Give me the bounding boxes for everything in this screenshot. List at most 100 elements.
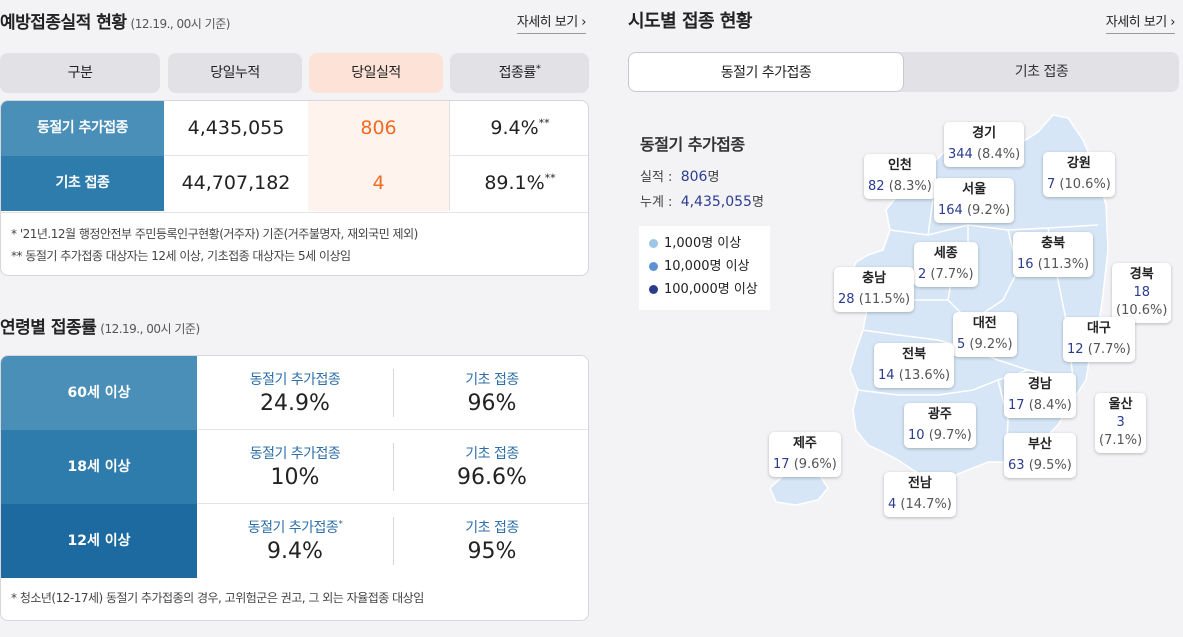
info-total: 누계 : 4,435,055명 (640, 191, 764, 210)
region-tabs: 동절기 추가접종 기초 접종 (628, 52, 1179, 92)
region-count: 7 (1047, 177, 1056, 192)
region-sejong[interactable]: 세종 2 (7.7%) (914, 242, 978, 287)
legend-dot-icon (649, 239, 658, 248)
age-note: * 청소년(12-17세) 동절기 추가접종의 경우, 고위험군은 권고, 그 … (11, 591, 424, 605)
region-gyeongbuk[interactable]: 경북 18 (10.6%) (1112, 263, 1172, 323)
region-count: 28 (838, 292, 855, 307)
region-value: 344 (8.4%) (948, 147, 1020, 162)
booster-title: 동절기 추가접종* (197, 517, 393, 537)
region-value: 10 (9.7%) (908, 428, 972, 443)
region-daejeon[interactable]: 대전 5 (9.2%) (953, 312, 1017, 357)
rate-text: 9.4% (490, 117, 539, 139)
region-gangwon[interactable]: 강원 7 (10.6%) (1043, 152, 1115, 197)
region-gyeonggi[interactable]: 경기 344 (8.4%) (944, 122, 1025, 167)
region-count: 14 (878, 368, 895, 383)
region-header: 시도별 접종 현황 자세히 보기 › (628, 0, 1179, 40)
col-divider (393, 443, 394, 491)
region-value: 28 (11.5%) (838, 292, 910, 307)
region-chungnam[interactable]: 충남 28 (11.5%) (834, 267, 915, 312)
region-pct: (9.2%) (969, 337, 1013, 352)
row-label: 기초 접종 (1, 156, 164, 211)
booster-value: 10% (270, 465, 320, 490)
region-name: 충남 (862, 271, 887, 286)
region-pct: (9.5%) (1028, 458, 1072, 473)
region-ulsan[interactable]: 울산 3 (7.1%) (1095, 393, 1147, 453)
region-chungbuk[interactable]: 충북 16 (11.3%) (1013, 232, 1094, 277)
cumulative-value: 4,435,055 (187, 117, 285, 139)
booster-sup: * (338, 519, 343, 530)
vaccination-more-link[interactable]: 자세히 보기 › (516, 11, 587, 34)
legend-label: 10,000명 이상 (664, 259, 750, 274)
region-jeonnam[interactable]: 전남 4 (14.7%) (884, 472, 956, 517)
cell-divider (449, 101, 450, 156)
cell-divider (449, 156, 450, 211)
region-pct: (9.6%) (793, 457, 837, 472)
booster-title-text: 동절기 추가접종 (247, 520, 339, 536)
region-pct: (13.6%) (898, 368, 951, 383)
basic-title: 기초 접종 (465, 372, 519, 388)
region-count: 82 (868, 179, 885, 194)
region-value: 7 (10.6%) (1047, 177, 1111, 192)
rate-value: 9.4%** (450, 101, 588, 156)
region-gwangju[interactable]: 광주 10 (9.7%) (904, 403, 976, 448)
region-pct: (14.7%) (900, 497, 952, 512)
age-label: 18세 이상 (1, 430, 197, 504)
region-count: 344 (948, 147, 973, 162)
basic-value: 96% (467, 391, 517, 416)
booster-title: 동절기 추가접종 (197, 369, 393, 389)
region-count: 17 (773, 457, 790, 472)
region-name: 경기 (972, 126, 997, 141)
region-jeonbuk[interactable]: 전북 14 (13.6%) (874, 343, 955, 388)
region-border (889, 224, 1099, 236)
region-pct: (8.4%) (1028, 398, 1072, 413)
basic-col: 기초 접종 95% (394, 504, 588, 578)
region-name: 충북 (1041, 236, 1066, 251)
vaccination-date: (12.19., 00시 기준) (130, 17, 231, 31)
region-pct: (7.1%) (1099, 433, 1143, 448)
vaccination-table-header: 구분 당일누적 당일실적 접종률* (0, 53, 590, 93)
info-title: 동절기 추가접종 (640, 135, 745, 154)
legend-item: 100,000명 이상 (649, 278, 770, 301)
region-pct: (11.3%) (1037, 257, 1090, 272)
region-jeju[interactable]: 제주 17 (9.6%) (769, 432, 841, 477)
region-name: 울산 (1108, 397, 1133, 412)
basic-value: 96.6% (457, 465, 527, 490)
note-line: ** 동절기 추가접종 대상자는 12세 이상, 기초접종 대상자는 5세 이상… (11, 249, 351, 263)
booster-col: 동절기 추가접종 24.9% (197, 356, 393, 430)
region-more-link[interactable]: 자세히 보기 › (1105, 11, 1176, 34)
basic-col: 기초 접종 96% (394, 356, 588, 430)
legend-label: 1,000명 이상 (664, 236, 742, 251)
table-row: 동절기 추가접종 4,435,055 806 9.4%** (1, 101, 588, 156)
region-incheon[interactable]: 인천 82 (8.3%) (864, 154, 936, 199)
legend-item: 1,000명 이상 (649, 232, 770, 255)
region-daegu[interactable]: 대구 12 (7.7%) (1063, 317, 1135, 362)
age-title: 연령별 접종률 (12.19., 00시 기준) (0, 313, 200, 338)
region-value: 17 (9.6%) (773, 457, 837, 472)
info-total-value: 4,435,055 (680, 194, 752, 210)
table-row: 기초 접종 44,707,182 4 89.1%** (1, 156, 588, 211)
vaccination-table: 동절기 추가접종 4,435,055 806 9.4%** 기초 접종 44,7… (0, 100, 589, 276)
region-value: 82 (8.3%) (868, 179, 932, 194)
booster-title-text: 동절기 추가접종 (249, 372, 341, 388)
booster-title-text: 동절기 추가접종 (249, 446, 341, 462)
region-seoul[interactable]: 서울 164 (9.2%) (934, 178, 1015, 223)
region-pct: (11.5%) (858, 292, 911, 307)
region-gyeongnam[interactable]: 경남 17 (8.4%) (1004, 373, 1076, 418)
region-count: 18 (1133, 285, 1150, 300)
region-pct: (7.7%) (1087, 342, 1131, 357)
region-count: 164 (938, 203, 963, 218)
region-count: 63 (1008, 458, 1025, 473)
region-busan[interactable]: 부산 63 (9.5%) (1004, 433, 1076, 478)
tab-basic[interactable]: 기초 접종 (1014, 64, 1069, 80)
vaccination-notes: * '21년.12월 행정안전부 주민등록인구현황(거주자) 기준(거주불명자,… (1, 212, 588, 275)
header-rate: 접종률* (450, 53, 589, 93)
region-name: 대구 (1086, 321, 1111, 336)
age-row: 12세 이상 동절기 추가접종* 9.4% 기초 접종 95% (1, 504, 588, 578)
right-panel: 시도별 접종 현황 자세히 보기 › 동절기 추가접종 기초 접종 (628, 0, 1183, 637)
header-cumulative: 당일누적 (168, 53, 302, 93)
region-name: 대전 (972, 316, 997, 331)
booster-value: 9.4% (267, 539, 323, 564)
region-name: 광주 (927, 407, 952, 422)
tab-booster[interactable]: 동절기 추가접종 (628, 52, 904, 92)
